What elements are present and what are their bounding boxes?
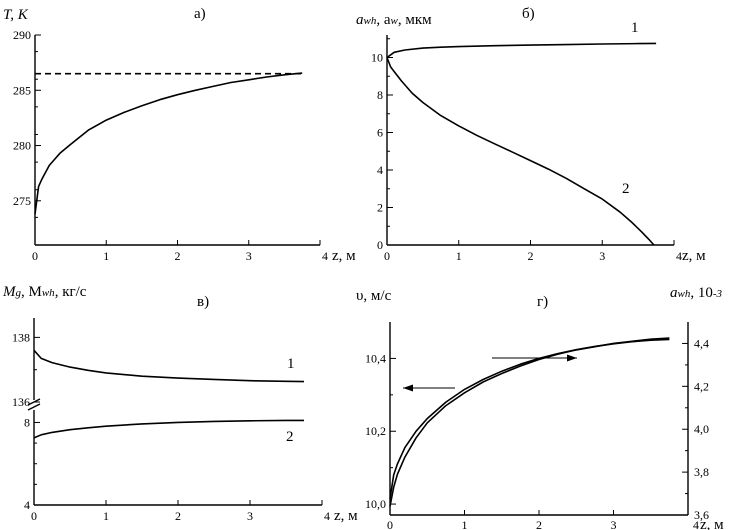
a-x-tick-label: 4 bbox=[322, 249, 328, 263]
d-y-right-axis-title-part: -3 bbox=[713, 288, 723, 300]
d-y-right-tick-label: 4,2 bbox=[694, 379, 709, 393]
b-y-axis-title-part: wh bbox=[364, 15, 377, 27]
b-y-tick-label: 2 bbox=[377, 201, 383, 215]
b-y-tick-label: 10 bbox=[371, 51, 383, 65]
d-left-axis-arrowhead bbox=[403, 384, 413, 392]
c-series-label-1: 1 bbox=[287, 356, 295, 372]
d-y-right-axis-title: awh, 10-3 bbox=[670, 285, 723, 301]
c-series-line-1 bbox=[33, 349, 305, 383]
c-panel-label: в) bbox=[197, 294, 209, 310]
c-y-tick-label: 8 bbox=[24, 415, 30, 429]
b-y-axis-title-part: , мкм bbox=[398, 12, 432, 28]
d-y-right-tick-label: 3,8 bbox=[694, 465, 709, 479]
d-y-tick-label: 10,0 bbox=[365, 497, 386, 511]
b-x-tick-label: 4 bbox=[676, 249, 682, 263]
a-y-tick-label: 285 bbox=[13, 83, 31, 97]
c-y-tick-label: 136 bbox=[12, 395, 30, 409]
d-y-tick-label: 10,4 bbox=[365, 351, 386, 365]
b-panel-label: б) bbox=[522, 6, 535, 22]
d-panel-label: г) bbox=[537, 294, 548, 310]
d-x-tick-label: 3 bbox=[611, 518, 617, 530]
c-y-tick-label: 138 bbox=[12, 330, 30, 344]
d-y-right-axis-title-part: a bbox=[670, 285, 678, 301]
d-y-right-tick-label: 3,6 bbox=[694, 508, 709, 522]
d-y-tick-label: 10,2 bbox=[365, 424, 386, 438]
d-right-axis-arrowhead bbox=[567, 354, 577, 362]
d-series-line-awh bbox=[389, 337, 670, 507]
d-x-axis-title: z, м bbox=[700, 517, 724, 530]
d-y-axis-title: υ, м/с bbox=[356, 288, 392, 304]
a-x-tick-label: 1 bbox=[103, 249, 109, 263]
a-x-tick-label: 3 bbox=[246, 249, 252, 263]
c-y-axis-title-part: , кг/с bbox=[55, 284, 87, 300]
d-x-tick-label: 2 bbox=[536, 518, 542, 530]
b-y-tick-label: 8 bbox=[377, 88, 383, 102]
d-y-right-axis-title-part: wh bbox=[678, 288, 691, 300]
b-series-label-1: 1 bbox=[631, 20, 639, 36]
b-y-tick-label: 6 bbox=[377, 126, 383, 140]
d-y-right-tick-label: 4,0 bbox=[694, 422, 709, 436]
b-series-label-2: 2 bbox=[622, 181, 630, 197]
a-x-tick-label: 2 bbox=[175, 249, 181, 263]
c-x-tick-label: 2 bbox=[175, 509, 181, 523]
b-y-axis-title-part: , a bbox=[376, 12, 391, 28]
c-x-tick-label: 1 bbox=[103, 509, 109, 523]
a-y-tick-label: 280 bbox=[13, 139, 31, 153]
c-y-axis-title-part: g bbox=[16, 287, 22, 299]
b-y-tick-label: 4 bbox=[377, 163, 383, 177]
c-y-axis-title-part: , M bbox=[21, 284, 42, 300]
a-x-tick-label: 0 bbox=[32, 249, 38, 263]
c-y-axis-title-part: M bbox=[2, 284, 17, 300]
d-x-tick-label: 4 bbox=[693, 518, 699, 530]
c-x-tick-label: 3 bbox=[247, 509, 253, 523]
b-y-axis-title-part: w bbox=[391, 15, 399, 27]
b-x-tick-label: 1 bbox=[456, 249, 462, 263]
b-x-tick-label: 3 bbox=[599, 249, 605, 263]
c-x-tick-label: 0 bbox=[31, 509, 37, 523]
c-x-tick-label: 4 bbox=[324, 509, 330, 523]
a-y-tick-label: 275 bbox=[13, 194, 31, 208]
b-x-tick-label: 0 bbox=[384, 249, 390, 263]
b-y-axis-title: awh, aw, мкм bbox=[356, 12, 432, 28]
c-series-line-2 bbox=[33, 419, 304, 439]
d-y-right-tick-label: 4,4 bbox=[694, 336, 709, 350]
c-y-tick-label: 4 bbox=[24, 498, 30, 512]
c-y-axis-title-part: wh bbox=[42, 287, 55, 299]
b-x-axis-title: z, м bbox=[682, 248, 706, 264]
a-x-axis-title: z, м bbox=[332, 248, 356, 264]
c-x-axis-title: z, м bbox=[334, 508, 358, 524]
b-y-axis-title-part: a bbox=[356, 12, 364, 28]
a-y-axis-title: T, K bbox=[3, 7, 29, 23]
a-panel-label: а) bbox=[194, 6, 206, 22]
d-x-tick-label: 1 bbox=[462, 518, 468, 530]
b-series-line-1 bbox=[386, 42, 657, 59]
a-series-line-0 bbox=[34, 72, 303, 215]
c-y-axis-title: Mg, Mwh, кг/с bbox=[2, 284, 87, 300]
b-x-tick-label: 2 bbox=[528, 249, 534, 263]
d-x-tick-label: 0 bbox=[387, 518, 393, 530]
a-y-tick-label: 290 bbox=[13, 28, 31, 42]
c-series-label-2: 2 bbox=[286, 429, 294, 445]
b-y-tick-label: 0 bbox=[377, 238, 383, 252]
b-series-line-2 bbox=[386, 57, 655, 246]
d-y-right-axis-title-part: , 10 bbox=[690, 285, 713, 301]
